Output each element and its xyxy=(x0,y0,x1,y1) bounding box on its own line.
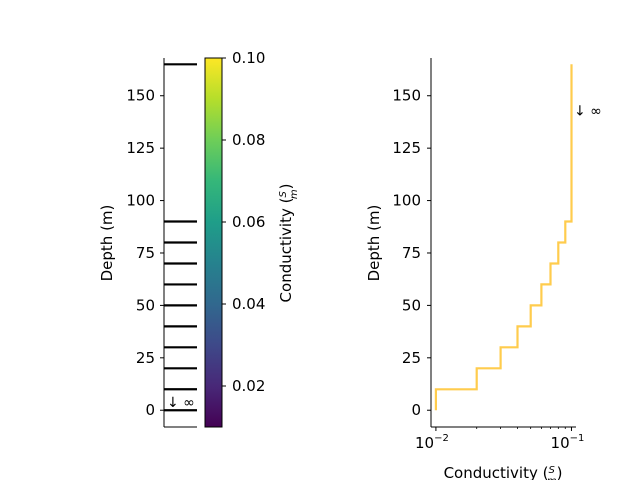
colorbar-label: Conductivity (Sm) xyxy=(277,184,300,303)
colorbar-label-close: ) xyxy=(277,184,295,190)
x-tick-label: 10−2 xyxy=(415,433,449,452)
y-tick-label: 125 xyxy=(392,139,421,157)
right-x-axis-label: Conductivity (Sm) xyxy=(444,464,563,480)
y-tick-label: 25 xyxy=(402,349,421,367)
x-tick-base: 10 xyxy=(415,434,434,452)
colorbar-ticks: 0.02 0.04 0.06 0.08 0.10 xyxy=(222,49,265,395)
y-tick-label: 100 xyxy=(392,192,421,210)
x-tick-exponent: −2 xyxy=(434,433,449,444)
y-tick-label: 0 xyxy=(411,401,421,419)
colorbar: 0.02 0.04 0.06 0.08 0.10 Conductivity (Sm) xyxy=(204,49,300,428)
right-x-axis-label-main: Conductivity ( xyxy=(444,464,549,480)
y-tick-label: 75 xyxy=(136,244,155,262)
colorbar-tick-label: 0.06 xyxy=(232,213,265,231)
y-tick-label: 100 xyxy=(126,192,155,210)
layer-boundaries xyxy=(164,63,197,412)
y-tick-label: 75 xyxy=(402,244,421,262)
right-y-axis-label: Depth (m) xyxy=(365,205,383,282)
left-y-ticks: 0 25 50 75 100 125 150 xyxy=(126,87,164,419)
x-tick-label: 10−1 xyxy=(551,433,585,452)
colorbar-tick-label: 0.08 xyxy=(232,131,265,149)
y-tick-label: 50 xyxy=(136,296,155,314)
right-halfspace-annotation: ↓ ∞ xyxy=(574,103,602,119)
right-y-ticks: 0 25 50 75 100 125 150 xyxy=(392,87,431,419)
model-column-panel: 0 25 50 75 100 125 150 Depth (m) ↓ ∞ xyxy=(98,58,197,428)
y-tick-label: 150 xyxy=(126,87,155,105)
conductivity-profile-line xyxy=(434,64,573,411)
right-x-axis-label-denominator: m xyxy=(547,476,557,480)
left-halfspace-annotation: ↓ ∞ xyxy=(167,395,195,411)
right-x-ticks: 10−2 10−1 xyxy=(415,427,584,452)
y-tick-label: 0 xyxy=(145,401,155,419)
colorbar-tick-label: 0.02 xyxy=(232,377,265,395)
colorbar-tick-label: 0.04 xyxy=(232,295,265,313)
colorbar-gradient xyxy=(204,57,223,428)
x-tick-base: 10 xyxy=(551,434,570,452)
y-tick-label: 150 xyxy=(392,87,421,105)
y-tick-label: 125 xyxy=(126,139,155,157)
colorbar-label-numerator: S xyxy=(278,191,289,198)
colorbar-tick-label: 0.10 xyxy=(232,49,265,67)
left-y-axis-label: Depth (m) xyxy=(98,205,116,282)
y-tick-label: 25 xyxy=(136,349,155,367)
right-x-axis-label-numerator: S xyxy=(548,465,555,476)
y-tick-label: 50 xyxy=(402,296,421,314)
colorbar-label-main: Conductivity ( xyxy=(277,198,295,303)
colorbar-label-denominator: m xyxy=(289,189,300,199)
right-x-axis-label-close: ) xyxy=(557,464,563,480)
x-tick-exponent: −1 xyxy=(570,433,585,444)
